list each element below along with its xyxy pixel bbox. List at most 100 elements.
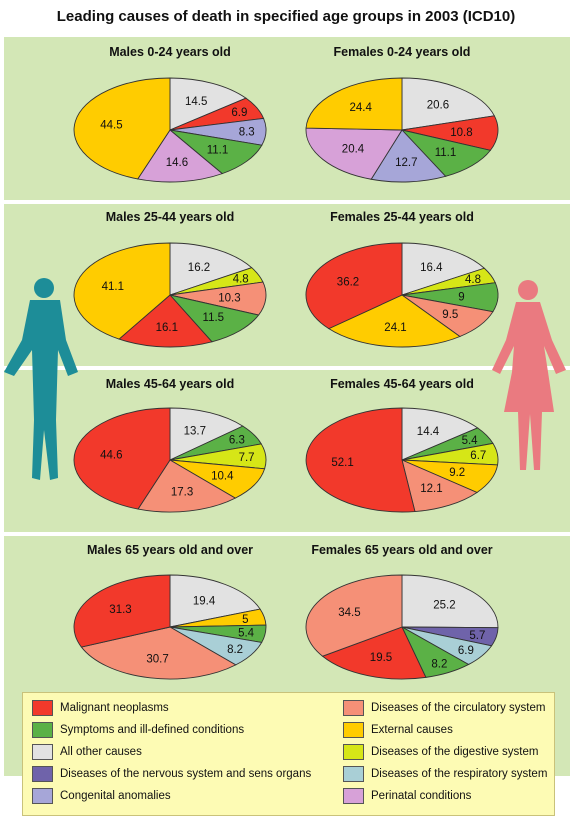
legend-label: Diseases of the nervous system and sens … [60,768,312,780]
pie-3-slice-5 [305,242,403,330]
legend-item-other: All other causes [32,744,142,760]
female-figure-icon [492,280,566,470]
pie-0-slice-4 [136,129,224,183]
legend-swatch [32,744,53,760]
legend-swatch [343,700,364,716]
pie-6-slice-5 [73,574,171,648]
legend-swatch [343,744,364,760]
legend-swatch [343,788,364,804]
pie-2-label-5: 41.1 [102,281,124,293]
pie-5-label-4: 12.1 [420,483,442,495]
legend-item-perinatal: Perinatal conditions [343,788,471,804]
pie-3-label-5: 36.2 [337,277,359,289]
pie-1-label-4: 20.4 [342,143,365,155]
pie-0-slice-5 [73,77,171,180]
pie-4-label-0: 13.7 [184,426,206,438]
pie-5: 14.4 5.4 6.7 9.2 12.1 52.1 [305,407,499,513]
pie-1: 20.6 10.8 11.1 12.7 20.4 24.4 [305,77,499,183]
pie-1-slice-3 [370,129,447,183]
pie-6-label-5: 31.3 [109,604,131,616]
pie-7-label-3: 8.2 [431,658,447,670]
pie-6-label-1: 5 [242,614,248,626]
pie-1-label-1: 10.8 [450,127,472,139]
legend-item-symptoms: Symptoms and ill-defined conditions [32,722,244,738]
legend-label: External causes [371,724,453,736]
pie-7-slice-4 [321,626,427,680]
legend-label: All other causes [60,746,142,758]
pie-1-label-3: 12.7 [395,157,417,169]
pie-0: 14.5 6.9 8.3 11.1 14.6 44.5 [73,77,267,183]
pie-3: 16.4 4.899.5 24.1 36.2 [305,242,499,348]
pie-6-slice-4 [80,626,237,680]
legend-swatch [32,766,53,782]
legend: Malignant neoplasms Diseases of the circ… [22,692,555,816]
legend-item-external: External causes [343,722,453,738]
pie-0-slice-3 [168,129,263,175]
pie-title-6: Males 65 years old and over [86,543,254,557]
pie-7: 25.2 5.7 6.9 8.2 19.5 34.5 [305,574,499,680]
pie-3-slice-4 [327,294,461,348]
pie-2-slice-3 [168,294,260,343]
pie-6-label-4: 30.7 [146,654,168,666]
pie-6-label-3: 8.2 [227,644,243,656]
pie-4-slice-5 [73,407,171,510]
pie-2-label-1: 4.8 [233,274,249,286]
pie-5-slice-0 [401,407,479,461]
pie-5-slice-5 [305,407,416,513]
pie-3-label-4: 24.1 [384,322,406,334]
pie-4-label-2: 7.7 [239,452,255,464]
pie-title-7: Females 65 years old and over [311,543,493,557]
pie-1-slice-0 [401,77,496,131]
pie-0-label-3: 11.1 [207,144,229,156]
pie-1-label-5: 24.4 [350,102,373,114]
pie-title-0: Males 0-24 years old [109,45,231,59]
pie-7-label-4: 19.5 [370,652,392,664]
pie-6-label-0: 19.4 [193,596,216,608]
pie-title-1: Females 0-24 years old [333,45,471,59]
pie-0-label-2: 8.3 [239,127,255,139]
pie-2-label-3: 11.5 [203,312,225,324]
pie-2-slice-0 [169,242,253,296]
legend-label: Diseases of the digestive system [371,746,539,758]
pie-5-slice-4 [401,459,478,513]
male-figure-icon [4,278,78,480]
pie-1-slice-4 [305,127,403,180]
pie-title-5: Females 45-64 years old [330,377,474,391]
pie-4-label-3: 10.4 [211,470,234,482]
pie-3-label-3: 9.5 [442,309,458,321]
pie-7-slice-0 [401,574,499,629]
legend-item-circulatory: Diseases of the circulatory system [343,700,545,716]
pie-5-label-0: 14.4 [417,426,440,438]
pie-5-label-5: 52.1 [331,457,353,469]
pie-4-label-1: 6.3 [229,435,245,447]
legend-label: Diseases of the circulatory system [371,702,546,714]
pie-6: 19.4 5 5.4 8.2 30.7 31.3 [73,574,267,680]
pie-4-label-4: 17.3 [171,487,193,499]
pie-7-label-2: 6.9 [458,645,474,657]
pie-1-label-0: 20.6 [427,99,449,111]
pie-title-3: Females 25-44 years old [330,210,474,224]
pie-title-2: Males 25-44 years old [105,210,235,224]
legend-swatch [343,722,364,738]
pie-7-label-0: 25.2 [433,599,455,611]
legend-item-malignant-neoplasms: Malignant neoplasms [32,700,169,716]
legend-item-nervous: Diseases of the nervous system and sens … [32,766,311,782]
pie-7-label-1: 5.7 [469,630,485,642]
pie-5-label-3: 9.2 [449,467,465,479]
pie-1-slice-2 [400,129,492,177]
pie-6-label-2: 5.4 [238,628,255,640]
legend-swatch [343,766,364,782]
pie-4: 13.7 6.3 7.7 10.4 17.3 44.6 [73,407,267,513]
pie-2: 16.2 4.8 10.3 11.5 16.1 41.1 [73,242,267,348]
pie-5-label-1: 5.4 [462,435,479,447]
pie-7-slice-5 [305,574,403,657]
legend-item-congenital: Congenital anomalies [32,788,171,804]
pie-2-slice-5 [73,242,171,340]
pie-1-label-2: 11.1 [435,147,457,159]
legend-label: Malignant neoplasms [60,702,169,714]
pie-3-label-2: 9 [458,291,464,303]
pie-title-4: Males 45-64 years old [105,377,235,391]
pie-3-label-0: 16.4 [420,262,443,274]
pie-0-label-1: 6.9 [231,107,247,119]
